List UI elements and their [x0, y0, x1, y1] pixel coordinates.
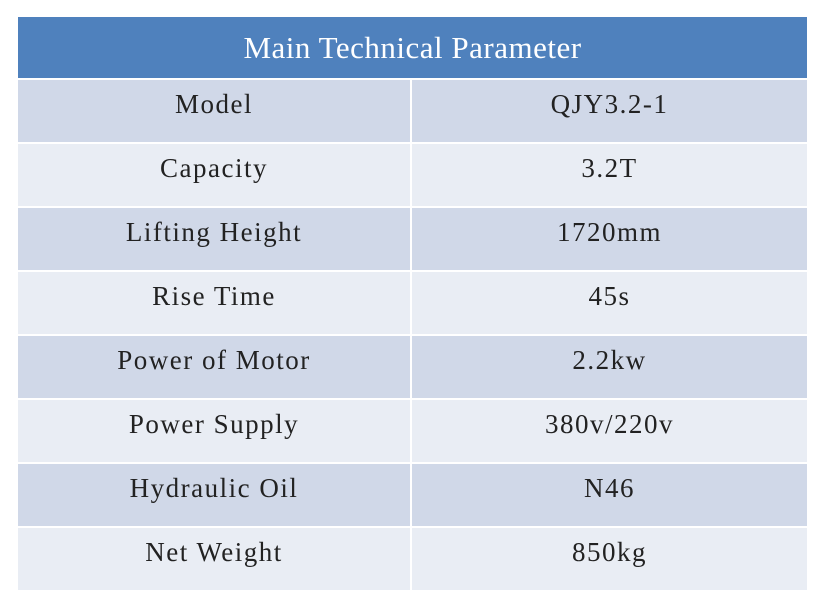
table-row: Capacity 3.2T — [18, 142, 807, 206]
parameter-name: Model — [18, 80, 412, 142]
parameter-name: Rise Time — [18, 272, 412, 334]
parameter-name: Power Supply — [18, 400, 412, 462]
parameter-name: Net Weight — [18, 528, 412, 590]
table-row: Rise Time 45s — [18, 270, 807, 334]
parameter-value: 850kg — [572, 536, 647, 567]
parameter-value: N46 — [584, 472, 635, 503]
table-title: Main Technical Parameter — [18, 17, 807, 78]
table-row: Lifting Height 1720mm — [18, 206, 807, 270]
parameter-value: 380v/220v — [544, 408, 674, 439]
table-row: Model QJY3.2-1 — [18, 78, 807, 142]
parameter-name: Power of Motor — [18, 336, 412, 398]
parameter-name: Capacity — [18, 144, 412, 206]
table-row: Power Supply 380v/220v — [18, 398, 807, 462]
parameter-name: Lifting Height — [18, 208, 412, 270]
table-row: Net Weight 850kg — [18, 526, 807, 590]
parameter-value: 45s — [588, 280, 631, 311]
parameter-value: QJY3.2-1 — [550, 88, 669, 119]
table-row: Hydraulic Oil N46 — [18, 462, 807, 526]
parameter-value: 2.2kw — [572, 344, 647, 375]
parameter-name: Hydraulic Oil — [18, 464, 412, 526]
parameter-value: 1720mm — [556, 216, 662, 247]
parameter-value: 3.2T — [581, 152, 638, 183]
table-body: Model QJY3.2-1 Capacity 3.2T Lifting Height 1… — [18, 78, 807, 590]
parameter-table: Main Technical Parameter Model QJY3.2-1 Ca… — [18, 17, 807, 590]
table-row: Power of Motor 2.2kw — [18, 334, 807, 398]
